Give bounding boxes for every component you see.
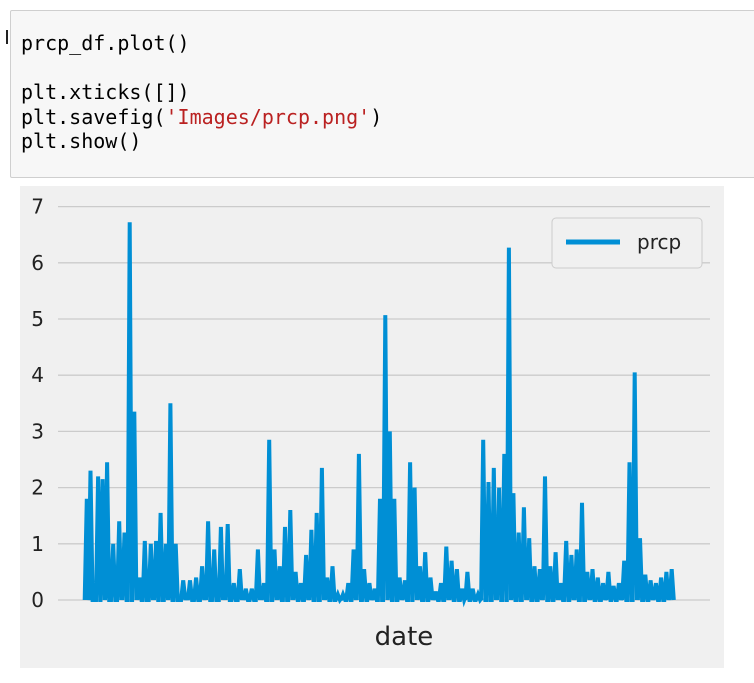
y-tick-label: 7: [31, 195, 44, 219]
series-line-prcp: [82, 222, 676, 608]
code-token: plt.savefig(: [21, 104, 166, 129]
code-cell[interactable]: prcp_df.plot() plt.xticks([]) plt.savefig…: [10, 10, 754, 178]
code-token: plt.xticks([]): [21, 80, 190, 104]
y-tick-label: 4: [31, 363, 44, 387]
x-axis-label: date: [375, 622, 434, 652]
y-tick-label: 5: [31, 307, 44, 331]
y-tick-label: 0: [31, 588, 44, 612]
legend-label-prcp: prcp: [637, 230, 681, 254]
y-tick-label: 3: [31, 419, 44, 443]
code-editor[interactable]: prcp_df.plot() plt.xticks([]) plt.savefig…: [21, 31, 382, 154]
code-line: prcp_df.plot(): [21, 31, 382, 56]
legend-box: [551, 217, 703, 269]
code-token: ): [370, 104, 383, 129]
code-token: prcp_df.plot(): [21, 31, 190, 55]
code-token: plt.show(): [21, 129, 142, 153]
precipitation-chart: 0 1 2 3 4 5 6 7 prcp date: [31, 195, 710, 652]
y-tick-label: 2: [31, 476, 44, 500]
y-tick-label: 1: [31, 532, 44, 556]
cell-prompt-marker: [0, 30, 8, 44]
code-line: [21, 56, 382, 81]
y-tick-label: 6: [31, 251, 44, 275]
code-line: plt.savefig('Images/prcp.png'): [21, 105, 382, 130]
code-line: plt.show(): [21, 129, 382, 154]
cell-output: 0 1 2 3 4 5 6 7 prcp date: [20, 186, 724, 668]
code-line: plt.xticks([]): [21, 80, 382, 105]
code-string-token: 'Images/prcp.png': [165, 104, 371, 129]
code-token: [21, 56, 33, 80]
